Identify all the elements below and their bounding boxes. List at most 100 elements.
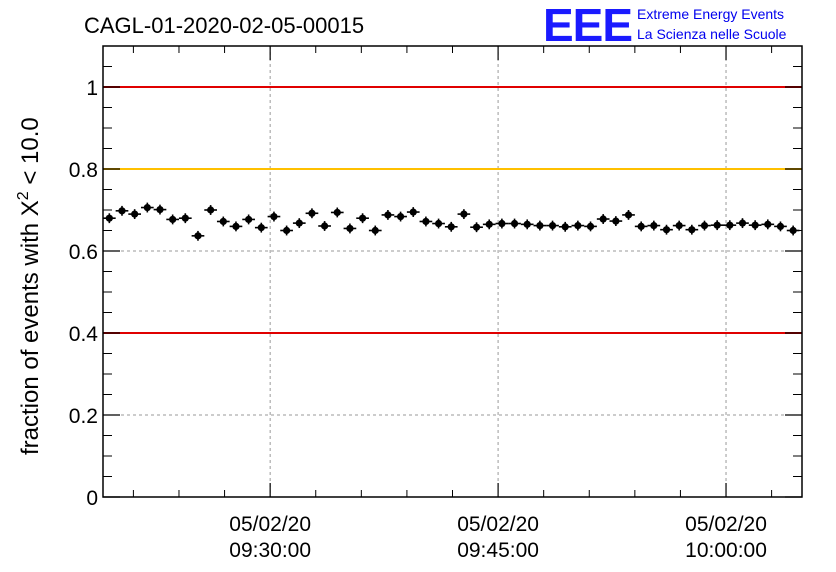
data-point [495,218,509,229]
data-point-marker [548,221,557,230]
data-point [318,221,331,231]
data-point-marker [118,207,126,215]
data-point-marker [751,221,759,229]
data-point [330,207,344,218]
tick-labels: 0 0.2 0.4 0.6 0.8 1 05/02/20 09:30:00 05/02/20 09… [69,77,767,562]
data-point-marker [143,203,151,212]
data-point-marker [764,220,772,228]
data-point [343,223,357,234]
data-point [166,214,179,225]
data-point-marker [447,223,455,231]
data-point-marker [460,210,468,218]
data-point [520,219,534,230]
y-tick-label: 0.6 [69,241,98,264]
data-point-marker [688,226,696,234]
data-point-marker [599,215,607,223]
data-point [368,225,382,236]
data-point-marker [283,226,291,235]
data-point-marker [295,219,303,227]
data-point-marker [384,211,392,219]
axis-ticks [103,45,802,498]
data-point [647,220,661,231]
data-point [761,219,775,230]
data-point [508,218,521,229]
data-point [584,221,597,232]
data-point-marker [662,226,671,234]
data-point-marker [422,217,430,226]
eee-logo-letters: EEE [543,0,632,51]
data-point [406,207,420,217]
y-axis-label-superscript: 2 [15,191,32,200]
data-point-marker [321,222,329,230]
y-axis-label-main: fraction of events with X [17,200,44,455]
data-point [609,216,623,226]
data-point-marker [396,212,405,221]
data-point-marker [738,219,747,227]
data-point-marker [485,220,493,228]
data-point-marker [409,208,417,216]
data-point [634,221,648,232]
data-point [470,222,483,233]
data-point-marker [333,208,341,217]
x-tick-label-date: 05/02/20 [457,513,539,536]
data-point [381,210,395,220]
y-axis-label-tail: < 10.0 [17,117,44,191]
data-point [216,216,230,227]
y-axis-label: fraction of events with X2 < 10.0 [15,117,44,455]
data-point [267,211,281,222]
data-point-marker [586,222,595,230]
data-point [558,221,572,232]
data-point [457,209,471,220]
data-point [280,225,293,236]
data-point [356,213,369,224]
data-point-marker [472,223,481,231]
data-point-marker [257,224,265,232]
data-point [419,216,433,227]
data-point [444,221,458,232]
x-tick-label-time: 09:45:00 [457,539,539,562]
data-point-marker [219,217,227,226]
data-point-marker [358,214,367,222]
x-tick-label-time: 09:30:00 [229,539,311,562]
data-point [102,213,116,224]
data-point [660,224,673,235]
y-tick-label: 1 [86,77,98,100]
x-tick-label-date: 05/02/20 [229,513,311,536]
data-point [140,202,154,213]
data-point-marker [574,221,582,230]
data-point-marker [675,221,683,230]
data-point-marker [181,214,189,222]
data-point [242,214,255,225]
data-point [571,220,585,231]
data-point-marker [637,222,645,230]
data-point-marker [561,223,569,231]
data-point-marker [371,226,379,235]
data-point-marker [612,217,620,225]
data-point [254,222,268,233]
data-point [596,214,610,224]
data-point-marker [156,205,164,214]
data-point [178,213,192,224]
data-point-marker [346,224,354,233]
data-point-marker [232,222,240,230]
data-point-marker [650,221,658,230]
data-point-marker [207,206,215,214]
data-point [748,220,762,231]
data-point [432,218,445,229]
data-point-marker [726,221,734,229]
data-point-marker [308,209,316,217]
data-point [774,221,787,232]
eee-logo-line2: La Scienza nelle Scuole [637,26,787,42]
data-point [482,219,496,230]
data-point [292,218,306,229]
data-point-marker [700,221,709,230]
data-series [102,202,800,241]
data-point [128,209,142,220]
data-point [622,210,635,220]
data-point-marker [498,219,506,228]
y-tick-label: 0 [86,487,98,510]
x-tick-label-time: 10:00:00 [685,539,767,562]
data-point [710,220,724,231]
data-point-marker [523,220,531,228]
